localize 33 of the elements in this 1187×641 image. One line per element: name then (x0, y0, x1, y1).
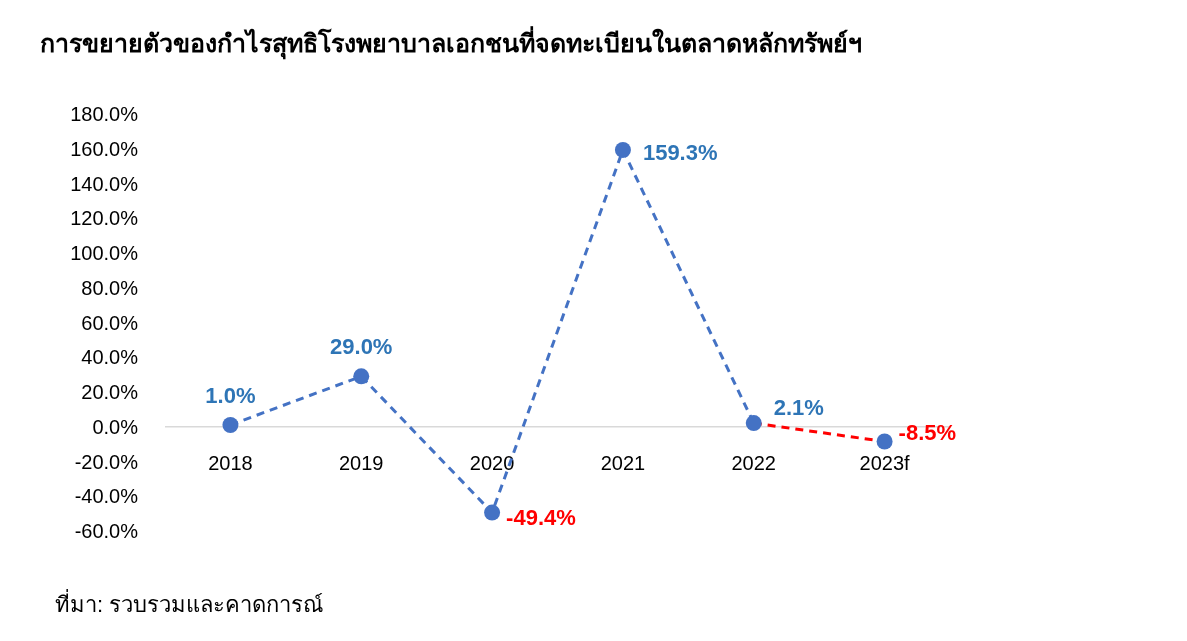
point (745, 415, 762, 432)
y-tick-label: 80.0% (81, 276, 139, 299)
point (353, 368, 370, 385)
point (614, 141, 631, 158)
data-label: 29.0% (330, 334, 393, 360)
point (222, 417, 239, 434)
y-tick-label: 20.0% (81, 381, 139, 403)
data-label: -8.5% (898, 419, 957, 445)
point (876, 433, 893, 450)
y-tick-label: 160.0% (70, 137, 139, 160)
data-label: 1.0% (205, 383, 256, 409)
y-tick-label: 120.0% (70, 207, 139, 230)
x-tick-label: 2019 (339, 451, 384, 474)
text: ที่มา: รวบรวมและคาดการณ์ (55, 589, 324, 617)
y-tick-label: 60.0% (81, 311, 139, 334)
point (484, 504, 501, 521)
y-tick-label: -40.0% (74, 485, 139, 508)
x-tick-label: 2021 (600, 451, 646, 474)
y-tick-label: 0.0% (92, 415, 139, 438)
chart-title: การขยายตัวของกำไรสุทธิโรงพยาบาลเอกชนที่จดทะเบียนในตลาดหลักทรัพย์ฯ (40, 26, 862, 60)
x-tick-label: 2018 (208, 451, 253, 474)
y-tick-label: 180.0% (70, 103, 139, 125)
y-tick-label: 100.0% (70, 242, 139, 264)
y-tick-label: 140.0% (70, 172, 139, 195)
y-tick-label: -20.0% (74, 450, 139, 473)
data-label: -49.4% (506, 504, 576, 530)
x-tick-label: 2023f (859, 451, 911, 474)
x-tick-label: 2022 (731, 451, 776, 474)
x-tick-label: 2020 (469, 451, 515, 474)
data-label: 159.3% (642, 139, 718, 165)
y-tick-label: -60.0% (74, 520, 139, 542)
y-tick-label: 40.0% (81, 346, 139, 369)
data-label: 2.1% (773, 395, 824, 421)
